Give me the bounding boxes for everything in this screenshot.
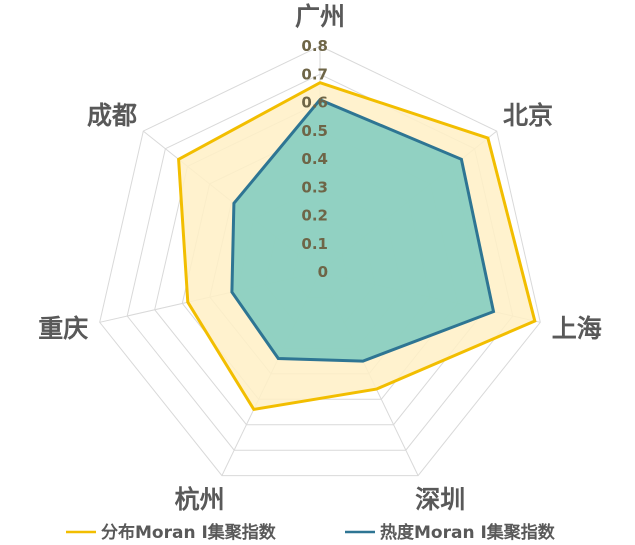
legend-item-popularity: 热度Moran I集聚指数 — [345, 522, 556, 543]
series-area-popularity — [230, 97, 496, 363]
category-label: 重庆 — [38, 314, 88, 343]
tick-label: 0.5 — [301, 122, 328, 140]
tick-label: 0.6 — [301, 94, 328, 112]
category-label: 广州 — [295, 2, 345, 31]
category-label: 深圳 — [415, 485, 465, 514]
grid-ring — [99, 45, 541, 477]
tick-label: 0.7 — [301, 65, 328, 83]
category-label: 杭州 — [175, 485, 225, 514]
category-label: 北京 — [503, 101, 553, 130]
series-layer — [177, 81, 537, 412]
category-label: 上海 — [552, 314, 602, 343]
category-label: 成都 — [87, 101, 137, 130]
legend-label-distribution: 分布Moran I集聚指数 — [101, 522, 277, 543]
legend-item-distribution: 分布Moran I集聚指数 — [66, 522, 277, 543]
tick-label: 0.3 — [301, 178, 328, 196]
tick-label: 0.4 — [301, 150, 328, 168]
tick-label: 0 — [318, 263, 328, 281]
legend-label-popularity: 热度Moran I集聚指数 — [380, 522, 556, 543]
legend: 分布Moran I集聚指数 热度Moran I集聚指数 — [66, 522, 556, 543]
tick-label: 0.2 — [301, 207, 328, 225]
tick-label: 0.8 — [301, 37, 328, 55]
tick-label: 0.1 — [301, 235, 328, 253]
radial-axis-ticks: 0 0.1 0.2 0.3 0.4 0.5 0.6 0.7 0.8 — [301, 37, 328, 281]
